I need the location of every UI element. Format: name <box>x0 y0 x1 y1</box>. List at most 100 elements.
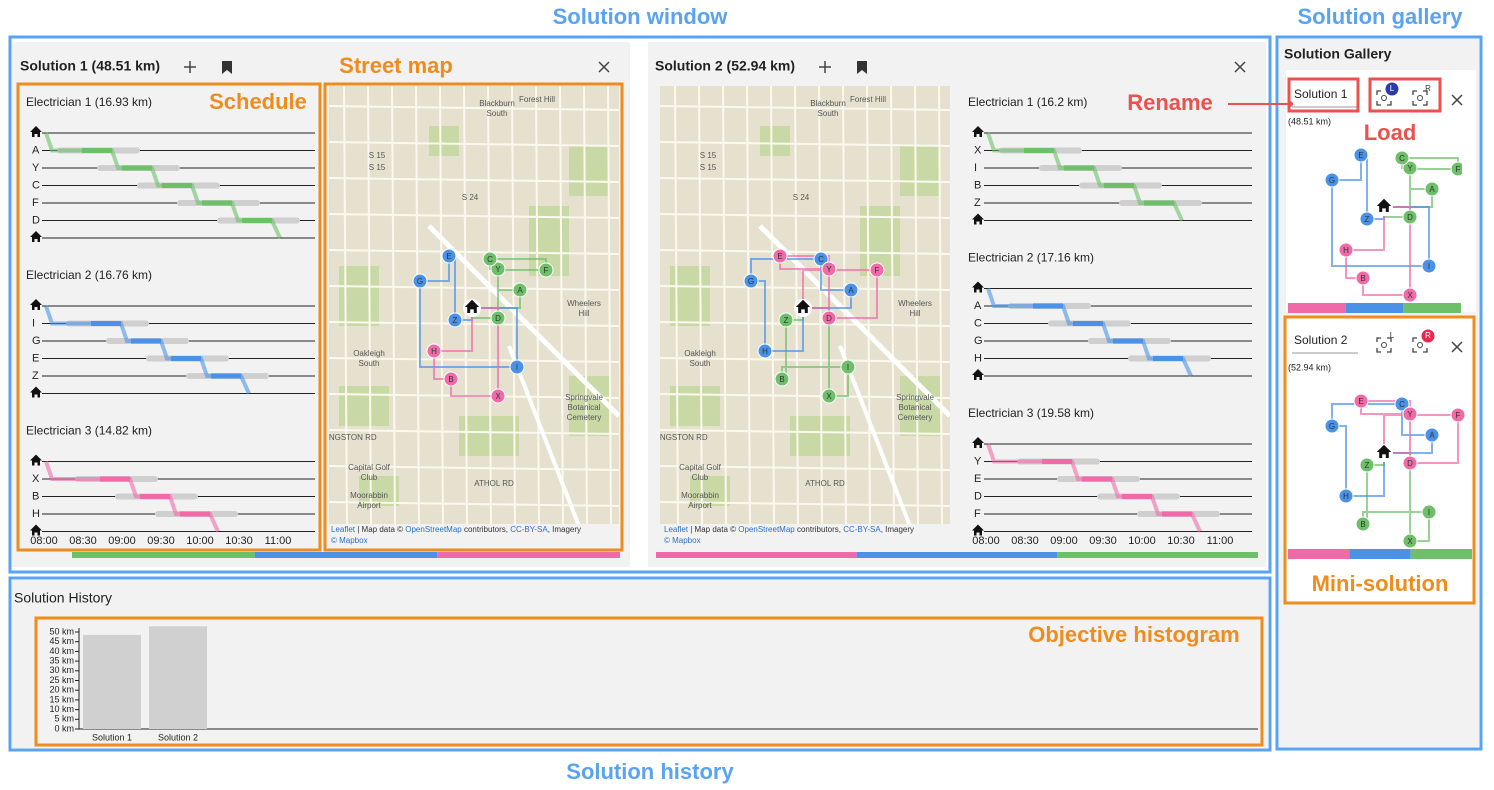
stop-marker-label: X <box>826 392 832 401</box>
map-label: Capital Golf <box>679 463 722 472</box>
stop-marker <box>1324 172 1340 188</box>
stop-label: H <box>32 508 40 520</box>
stop-marker-label: H <box>762 347 768 356</box>
map-label: Moorabbin <box>681 491 719 500</box>
map-label: Forest Hill <box>519 95 555 104</box>
street <box>746 86 751 524</box>
annotation: Load <box>1364 120 1417 145</box>
stop-marker <box>1424 181 1440 197</box>
stop-label: A <box>974 300 982 312</box>
home-icon <box>30 231 42 242</box>
stop-marker-label: I <box>516 363 518 372</box>
time-label: 10:30 <box>1167 535 1195 547</box>
stop-marker <box>443 371 459 387</box>
stop-marker <box>1450 407 1466 423</box>
solution-title: Solution 2 (52.94 km) <box>655 58 795 74</box>
load-button <box>1412 90 1428 106</box>
map-label: S 15 <box>700 163 717 172</box>
stop-label: I <box>974 162 977 174</box>
street <box>329 285 619 291</box>
map: A YC F D I G E Z X B H <box>1324 147 1462 303</box>
stop-marker-label: B <box>1360 520 1365 529</box>
home-icon <box>30 524 42 536</box>
stop-marker-label: Z <box>1365 461 1370 470</box>
park <box>429 126 459 156</box>
mini-box <box>1283 315 1476 605</box>
map-label: Blackburn <box>810 99 846 108</box>
stop-marker <box>490 310 506 326</box>
stop-label: B <box>32 490 39 502</box>
color-bar <box>656 552 857 558</box>
time-label: 08:30 <box>69 535 97 547</box>
map-label: ATHOL RD <box>805 479 845 488</box>
map-label: Wheelers <box>567 299 601 308</box>
street <box>329 465 619 471</box>
stop-marker-label: I <box>1428 262 1430 271</box>
time-label: 08:00 <box>972 535 1000 547</box>
time-label: 08:30 <box>1011 535 1039 547</box>
stop-marker-label: C <box>1399 154 1405 163</box>
attribution-part: CC-BY-SA <box>510 525 548 534</box>
stop-marker <box>869 262 885 278</box>
pointer-dot <box>1287 101 1293 107</box>
stop-marker-label: E <box>777 252 782 261</box>
map-label: Hill <box>578 309 589 318</box>
stop-marker-label: X <box>495 392 501 401</box>
close-button <box>1451 341 1463 353</box>
home-icon <box>972 369 984 380</box>
street <box>660 141 950 147</box>
street <box>439 86 444 524</box>
attribution-part: | Map data © <box>355 525 405 534</box>
history-panel <box>12 580 1268 748</box>
street <box>583 86 588 524</box>
stop-marker-label: C <box>487 255 493 264</box>
color-bar <box>856 552 1058 558</box>
load-side: R <box>1425 331 1431 340</box>
close-button <box>1451 94 1463 106</box>
stop-marker <box>1402 406 1418 422</box>
stop-label: C <box>32 179 40 191</box>
bookmark-button <box>857 61 867 74</box>
attribution: Leaflet | Map data © OpenStreetMap contr… <box>331 525 581 534</box>
attribution-part: OpenStreetMap <box>738 525 795 534</box>
street <box>367 86 372 524</box>
stop-marker <box>843 282 859 298</box>
stop-marker-label: I <box>1428 508 1430 517</box>
stop-marker <box>1394 150 1410 166</box>
stop-marker-label: Y <box>826 265 832 274</box>
map-label: Cemetery <box>567 413 602 422</box>
stop-marker <box>1338 488 1354 504</box>
stop-marker <box>821 261 837 277</box>
stop-marker-label: C <box>1399 400 1405 409</box>
stop-marker <box>412 273 428 289</box>
street <box>329 177 619 183</box>
y-tick-label: 20 km <box>49 685 74 695</box>
close-button <box>598 61 610 73</box>
stop-marker <box>1355 516 1371 532</box>
annotation: Objective histogram <box>1028 622 1240 647</box>
street <box>660 213 950 219</box>
stop-marker <box>1338 242 1354 258</box>
close-button <box>1234 61 1246 73</box>
time-label: 08:00 <box>30 535 58 547</box>
stop-label: B <box>974 179 981 191</box>
color-bar <box>1403 303 1461 313</box>
street <box>329 213 619 219</box>
street <box>674 86 679 524</box>
load-button-dot <box>1417 342 1423 348</box>
attribution-part: CC-BY-SA <box>843 525 881 534</box>
y-tick-label: 45 km <box>49 636 74 646</box>
street <box>722 86 727 524</box>
x-tick-label: Solution 1 <box>92 732 132 742</box>
y-tick-label: 15 km <box>49 694 74 704</box>
street <box>660 393 950 399</box>
stop-marker-label: A <box>1429 185 1435 194</box>
stop-marker-label: X <box>1407 537 1413 546</box>
annotation: Street map <box>339 53 453 78</box>
street <box>866 86 871 524</box>
annotation: Solution window <box>553 4 729 29</box>
stop-marker-label: F <box>544 266 549 275</box>
load-button-dot <box>1381 95 1387 101</box>
stop-marker-label: E <box>1358 397 1363 406</box>
